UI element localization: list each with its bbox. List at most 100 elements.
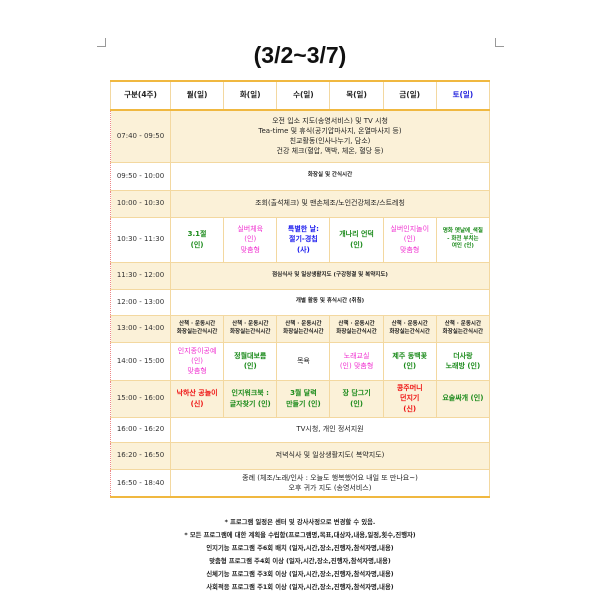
activity-text: 인지워크북 :: [231, 389, 269, 398]
time-cell: 10:30 - 11:30: [110, 216, 171, 263]
activity-text: 글자찾기 (인): [229, 399, 271, 408]
table-row: 16:50 - 18:40 종례 (체조/노래/인사 : 오늘도 행복했어요 내일…: [110, 468, 490, 498]
activity-text: 실버체육: [237, 225, 264, 234]
activity-cell: 명화 옛날에_색칠 - 화전 부치는 여인 (인): [435, 216, 491, 263]
activity-cell: 3월 달력 만들기 (인): [276, 379, 331, 418]
activity-text: 산책 · 운동시간: [338, 320, 375, 327]
activity-text: 노래방 (인): [445, 362, 481, 370]
time-cell: 07:40 - 09:50: [110, 109, 171, 163]
activity-cell: 노래교실 (인) 맞춤형: [329, 341, 384, 381]
activity-text: 산책 · 운동시간: [178, 320, 216, 327]
table-row: 14:00 - 15:00 인지종이공예 (인) 맞춤형 정월대보름 (인) 목욕 노래교실(…: [110, 341, 491, 381]
activity-text: 화장실는간식시간: [442, 328, 484, 335]
activity-cell: 3.1절 (인): [169, 216, 225, 263]
activity-text: 3.1절: [187, 230, 207, 239]
activity-text: 화장실는간식시간: [229, 328, 271, 335]
table-row: 13:00 - 14:00 산책 · 운동시간 화장실는간식시간 산책 · 운동시간 화…: [110, 314, 491, 343]
activity-text: 여인 (인): [451, 243, 474, 250]
page-title: (3/2~3/7): [253, 42, 347, 68]
activity-text: 개나리 언덕: [339, 230, 374, 239]
activity-text: 화장실는간식시간: [283, 328, 324, 335]
activity-text: 맞춤형: [187, 367, 207, 376]
activity-text: (인): [190, 240, 204, 249]
activity-text: (인) 맞춤형: [339, 362, 374, 370]
activity-text: (인): [403, 235, 416, 244]
time-cell: 16:00 - 16:20: [110, 416, 171, 443]
activity-cell: 장 담그기 (인): [329, 379, 384, 418]
activity-text: 목욕: [296, 356, 310, 365]
table-row: 10:00 - 10:30 조회(출석체크) 및 맨손체조/노인건강체조/스트레칭: [110, 189, 490, 218]
activity-text: 실버인지놀이: [390, 225, 430, 234]
activity-cell: 실버인지놀이 (인) 맞춤형: [382, 216, 437, 263]
table-row: 16:20 - 16:50 저녁식사 및 일상생활지도( 복약지도): [110, 441, 490, 470]
activity-text: 던지기: [400, 394, 420, 403]
note-line: 신체기능 프로그램 주3회 이상 (일자,시간,장소,진행자,참석자명,내용): [206, 571, 394, 578]
time-cell: 12:00 - 13:00: [110, 288, 171, 316]
activity-cell: 산책 · 운동시간 화장실는간식시간: [329, 314, 384, 343]
activity-text: 장 담그기: [342, 389, 371, 398]
activity-cell: 조회(출석체크) 및 맨손체조/노인건강체조/스트레칭: [170, 189, 490, 218]
activity-text: 맞춤형: [400, 245, 420, 254]
activity-text: 산책 · 운동시간: [391, 320, 428, 327]
notes: * 프로그램 일정은 센터 및 강사사정으로 변경할 수 있음. * 모든 프로…: [0, 516, 600, 594]
table-row: 10:30 - 11:30 3.1절 (인) 실버체육 (인) 맞춤형 특별한 날: 절기-경…: [110, 216, 491, 263]
activity-cell: 종례 (체조/노래/인사 : 오늘도 행복했어요 내일 또 만나요~) 오후 귀가…: [170, 468, 490, 498]
column-header: 금(일): [382, 80, 437, 111]
table-row: 07:40 - 09:50 오전 입소 지도(송영서비스) 및 TV 시청 Tea-…: [110, 109, 490, 163]
note-line: * 프로그램 일정은 센터 및 강사사정으로 변경할 수 있음.: [224, 519, 376, 526]
activity-text: 화장실는간식시간: [176, 328, 218, 335]
activity-text: 산책 · 운동시간: [285, 320, 322, 327]
activity-text: (인): [243, 362, 257, 370]
activity-text: 요술싸개 (인): [442, 394, 484, 403]
activity-text: (인): [350, 240, 363, 249]
activity-text: (신): [190, 399, 204, 408]
activity-text: 콩주머니: [396, 384, 423, 393]
activity-text: (사): [296, 245, 310, 254]
activity-cell: 저녁식사 및 일상생활지도( 복약지도): [170, 441, 490, 470]
activity-cell: 오전 입소 지도(송영서비스) 및 TV 시청 Tea-time 및 휴식(공기압…: [170, 109, 490, 163]
activity-cell: 산책 · 운동시간 화장실는간식시간: [169, 314, 225, 343]
table-row: 12:00 - 13:00 개별 활동 및 휴식시간 (취침): [110, 288, 490, 316]
crop-mark: [97, 38, 106, 47]
column-header: 월(일): [169, 80, 225, 111]
table-row: 16:00 - 16:20 TV시청, 개인 정서지원: [110, 416, 490, 443]
activity-cell: 개별 활동 및 휴식시간 (취침): [170, 288, 490, 316]
activity-cell: 화장실 및 간식시간: [170, 161, 490, 191]
activity-text: (인): [191, 356, 204, 365]
column-header: 목(일): [329, 80, 384, 111]
activity-cell: 인지워크북 : 글자찾기 (인): [223, 379, 278, 418]
activity-cell: 낙하산 공놀이 (신): [169, 379, 225, 418]
activity-text: 특별한 날:: [287, 225, 319, 234]
activity-cell: 점심식사 및 일상생활지도 (구강청결 및 복약지도): [170, 261, 490, 290]
activity-cell: 산책 · 운동시간 화장실는간식시간: [276, 314, 331, 343]
activity-text: - 화전 부치는: [447, 235, 479, 242]
time-cell: 16:20 - 16:50: [110, 441, 171, 470]
activity-cell: 정월대보름 (인): [223, 341, 278, 381]
activity-cell: TV시청, 개인 정서지원: [170, 416, 490, 443]
activity-cell: 인지종이공예 (인) 맞춤형: [169, 341, 225, 381]
activity-text: (인): [244, 235, 257, 244]
table-row: 09:50 - 10:00 화장실 및 간식시간: [110, 161, 490, 191]
activity-text: 산책 · 운동시간: [232, 320, 269, 327]
time-cell: 10:00 - 10:30: [110, 189, 171, 218]
note-line: 사회적응 프로그램 주1회 이상 (일자,시간,장소,진행자,참석자명,내용): [206, 584, 394, 591]
activity-text: (신): [403, 404, 417, 413]
activity-cell: 실버체육 (인) 맞춤형: [223, 216, 278, 263]
time-cell: 13:00 - 14:00: [110, 314, 171, 343]
column-header: 토(일): [435, 80, 491, 111]
time-cell: 16:50 - 18:40: [110, 468, 171, 498]
column-header: 수(일): [276, 80, 331, 111]
activity-text: 인지종이공예: [177, 346, 217, 355]
activity-cell: 산책 · 운동시간 화장실는간식시간: [435, 314, 491, 343]
activity-text: 산책 · 운동시간: [444, 320, 482, 327]
activity-text: 노래교실: [343, 351, 370, 360]
note-line: 인지기능 프로그램 주6회 배치 (일자,시간,장소,진행자,참석자명,내용): [206, 545, 394, 552]
activity-text: 화장실는간식시간: [336, 328, 377, 335]
table-row: 11:30 - 12:00 점심식사 및 일상생활지도 (구강청결 및 복약지도): [110, 261, 490, 290]
activity-text: 명화 옛날에_색칠: [442, 227, 483, 234]
column-header: 화(일): [223, 80, 278, 111]
activity-text: 절기-경칩: [289, 235, 318, 244]
activity-text: 화장실는간식시간: [389, 328, 430, 335]
column-header: 구분(4주): [110, 80, 171, 111]
table-row: 15:00 - 16:00 낙하산 공놀이 (신) 인지워크북 : 글자찾기 (인) 3월…: [110, 379, 491, 418]
